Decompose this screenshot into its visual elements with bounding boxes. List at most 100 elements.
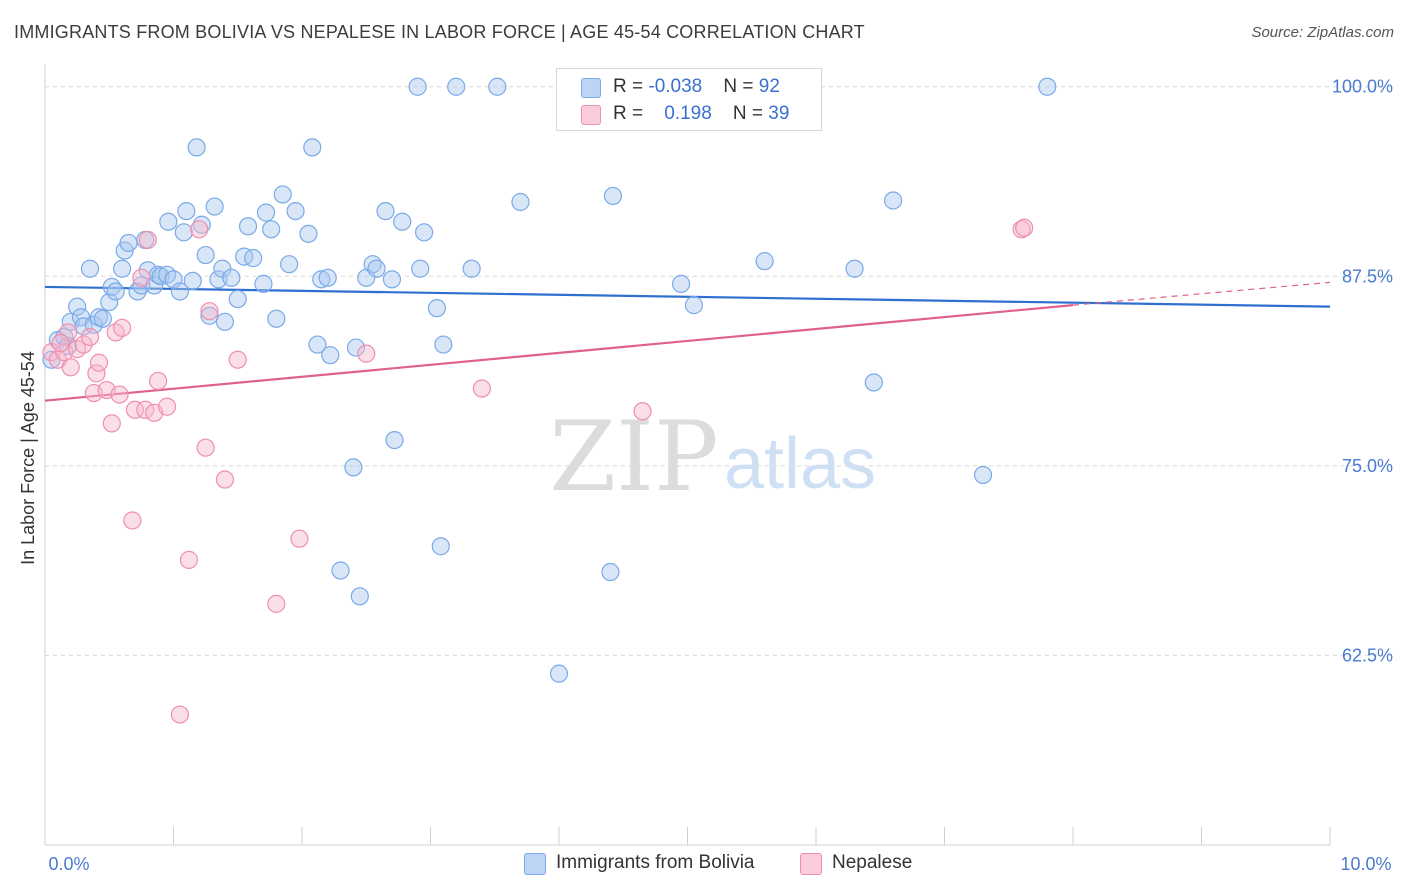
bolivia-point [256, 203, 276, 222]
legend-swatch-nepalese [581, 105, 601, 125]
bolivia-point [80, 259, 100, 278]
series-nepalese [42, 218, 1034, 724]
bolivia-point [235, 247, 254, 266]
bolivia-point [344, 458, 363, 477]
bolivia-point [132, 276, 151, 295]
bolivia-point [254, 274, 273, 293]
nepalese-point [102, 414, 121, 433]
bolivia-point [68, 297, 87, 316]
x-tick-label: 10.0% [1340, 854, 1391, 874]
nepalese-point [1015, 218, 1034, 237]
bolivia-point [684, 296, 704, 315]
nepalese-point [633, 402, 652, 421]
bolivia-point [299, 224, 318, 243]
axes [44, 64, 1331, 846]
legend-r-value: 0.198 [664, 103, 712, 124]
nepalese-point [74, 335, 93, 354]
nepalese-point [196, 438, 215, 457]
nepalese-point [357, 344, 376, 363]
bolivia-point [350, 587, 369, 606]
bolivia-point [331, 561, 350, 580]
nepalese-point [110, 385, 129, 404]
bolivia-point [883, 191, 903, 210]
bolivia-point [267, 309, 286, 328]
series-bolivia [42, 77, 1057, 683]
bolivia-point [511, 192, 530, 212]
bolivia-point [119, 233, 138, 253]
bolivia-point [159, 212, 178, 231]
bolivia-point [549, 664, 569, 683]
legend-label-bolivia: Immigrants from Bolivia [556, 852, 755, 873]
watermark-zip: ZIP [549, 401, 718, 513]
bolivia-point [393, 212, 412, 231]
nepalese-point [267, 594, 286, 613]
bolivia-point [183, 271, 202, 290]
bolivia-point [414, 223, 434, 242]
y-tick-label: 75.0% [1342, 456, 1393, 476]
nepalese-point [89, 353, 109, 372]
legend-n-label: N = [723, 76, 759, 97]
bolivia-point [385, 430, 404, 450]
x-tick-label: 0.0% [48, 854, 89, 874]
y-axis-label: In Labor Force | Age 45-54 [18, 351, 38, 565]
bolivia-point [93, 309, 112, 328]
nepalese-point [87, 364, 106, 383]
nepalese-point [148, 371, 168, 391]
trendline-nepalese [44, 304, 1074, 402]
bolivia-point [376, 202, 395, 221]
nepalese-point [215, 470, 234, 489]
bolivia-point [434, 335, 453, 354]
bolivia-point [238, 217, 258, 236]
bolivia-point [112, 259, 132, 278]
bolivia-point [106, 282, 125, 301]
bolivia-point [174, 223, 193, 242]
bolivia-point [170, 282, 190, 301]
watermark-atlas: atlas [724, 424, 876, 504]
bolivia-point [196, 245, 215, 265]
legend-r-value: -0.038 [648, 76, 703, 97]
y-tick-label: 62.5% [1342, 645, 1393, 665]
bolivia-point [427, 299, 447, 318]
bolivia-point [303, 138, 322, 157]
bolivia-point [864, 373, 883, 392]
bolivia-point [603, 186, 623, 206]
nepalese-point [112, 318, 132, 337]
nepalese-point [123, 511, 142, 530]
trendlines [44, 281, 1331, 402]
nepalese-point [157, 397, 177, 416]
bolivia-point [321, 346, 340, 365]
gridlines [45, 86, 1392, 656]
legend-label-nepalese: Nepalese [832, 852, 913, 873]
bolivia-point [244, 249, 263, 268]
nepalese-point [61, 358, 80, 377]
bolivia-point [1038, 77, 1057, 96]
bolivia-point [408, 77, 427, 96]
legend-n-value: 92 [758, 76, 780, 97]
nepalese-point [125, 400, 145, 419]
bolivia-point [755, 252, 774, 271]
bolivia-point [431, 537, 450, 556]
bolivia-point [973, 465, 993, 485]
bolivia-point [215, 312, 234, 331]
bolivia-point [273, 185, 292, 204]
bolivia-point [262, 220, 281, 239]
watermark: ZIP atlas [549, 401, 876, 513]
nepalese-point [472, 379, 491, 398]
y-tick-label: 100.0% [1332, 77, 1393, 97]
bolivia-point [671, 274, 691, 293]
nepalese-point [132, 268, 151, 287]
legend-n-value: 39 [768, 103, 790, 124]
chart-title: IMMIGRANTS FROM BOLIVIA VS NEPALESE IN L… [14, 22, 865, 42]
tick-labels: 62.5% 75.0% 87.5% 100.0% 0.0% 10.0% [48, 77, 1393, 874]
bolivia-point [286, 202, 305, 221]
nepalese-point [179, 550, 199, 569]
stats-legend: R = -0.038 N = 92 R = 0.198 N = 39 [556, 68, 822, 131]
bolivia-point [177, 202, 196, 221]
legend-swatch-bolivia [581, 78, 601, 98]
bolivia-point [411, 259, 430, 278]
bolivia-point [308, 335, 327, 354]
legend-swatch-bolivia [524, 853, 546, 875]
bolivia-point [346, 338, 366, 357]
legend-r-label: R = [613, 76, 649, 97]
nepalese-point [138, 230, 157, 250]
